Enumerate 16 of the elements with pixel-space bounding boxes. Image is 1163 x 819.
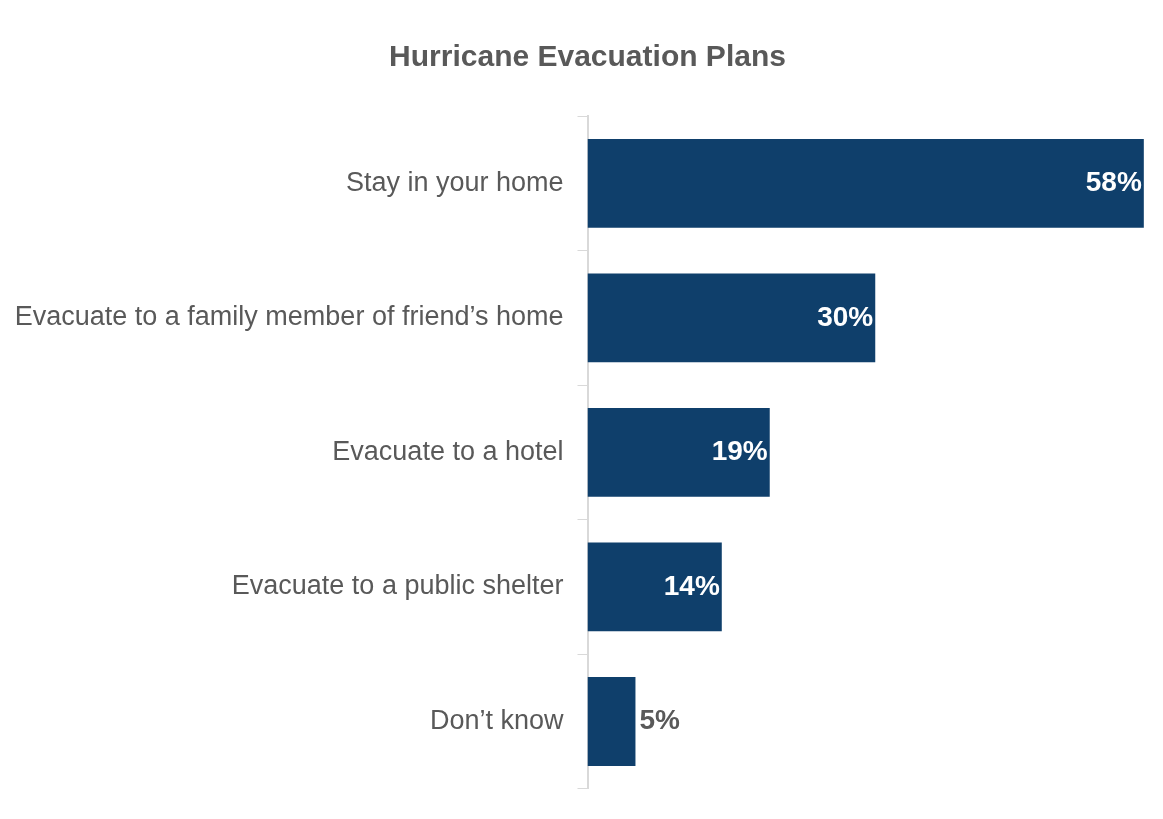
data-label: 5% (639, 704, 681, 736)
y-tick-label: Evacuate to a public shelter (231, 570, 564, 601)
y-tick-label: Don’t know (429, 704, 564, 735)
bar (587, 273, 876, 363)
data-label: 58% (1085, 166, 1142, 197)
bar (587, 408, 770, 497)
data-label: 14% (663, 569, 720, 601)
bar (587, 542, 722, 632)
data-label: 30% (817, 300, 874, 332)
bar (587, 138, 1144, 228)
chart-title: Hurricane Evacuation Plans (389, 39, 786, 73)
y-tick-label: Evacuate to a hotel (332, 435, 564, 466)
data-label: 19% (711, 435, 768, 467)
y-tick-label: Stay in your home (345, 166, 564, 197)
bar (587, 677, 636, 766)
y-tick-label: Evacuate to a family member of friend’s home (14, 301, 564, 332)
